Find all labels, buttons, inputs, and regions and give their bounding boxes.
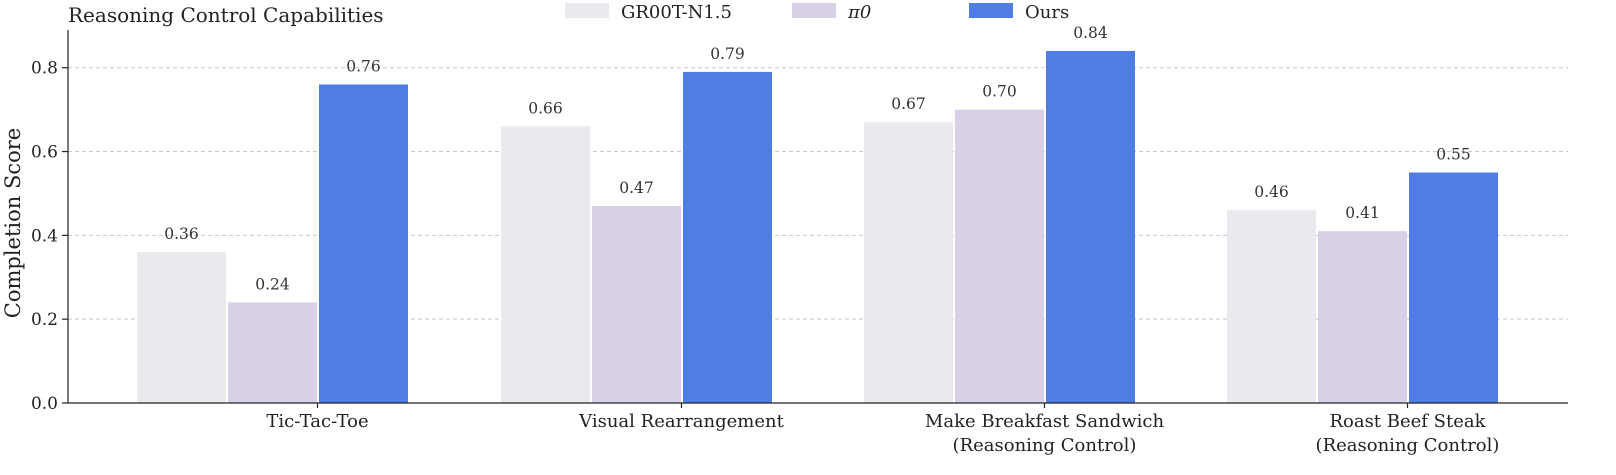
- bar: [501, 126, 590, 404]
- legend-label: π0: [847, 2, 871, 23]
- legend-swatch: [969, 3, 1013, 18]
- bar-value-label: 0.70: [982, 83, 1017, 101]
- bar: [1318, 231, 1407, 403]
- bar-value-label: 0.46: [1254, 183, 1289, 201]
- bar: [1046, 50, 1135, 404]
- x-tick-label: (Reasoning Control): [1316, 435, 1500, 456]
- legend-label: Ours: [1025, 2, 1069, 23]
- x-tick-label: Roast Beef Steak: [1329, 411, 1486, 432]
- x-tick-label: Make Breakfast Sandwich: [925, 411, 1165, 432]
- bar-value-label: 0.24: [255, 275, 290, 293]
- bar-value-label: 0.67: [891, 95, 926, 113]
- bar: [683, 71, 772, 404]
- y-tick-label: 0.2: [31, 310, 58, 330]
- bar-value-label: 0.79: [710, 45, 745, 63]
- bar: [1409, 172, 1498, 403]
- chart-title: Reasoning Control Capabilities: [68, 3, 384, 27]
- y-tick-label: 0.4: [31, 226, 58, 246]
- x-tick-labels: Tic-Tac-Toe Visual Rearrangement Make Brea…: [266, 403, 1499, 456]
- y-axis-label: Completion Score: [1, 128, 25, 318]
- bar-value-label: 0.41: [1345, 204, 1380, 222]
- bar: [319, 84, 408, 403]
- y-ticks: 0.0 0.2 0.4 0.6 0.8: [31, 59, 68, 414]
- y-tick-label: 0.6: [31, 143, 58, 163]
- y-tick-label: 0.0: [31, 394, 58, 414]
- bar: [592, 206, 681, 403]
- x-tick-label: Visual Rearrangement: [578, 411, 784, 432]
- bar-value-label: 0.76: [346, 57, 381, 75]
- bar-value-label: 0.55: [1436, 145, 1471, 163]
- legend: GR00T-N1.5 π0 Ours: [565, 2, 1069, 23]
- x-tick-label: (Reasoning Control): [953, 435, 1137, 456]
- bar: [955, 109, 1044, 403]
- bar-value-label: 0.66: [528, 99, 563, 117]
- bar: [137, 252, 226, 403]
- x-tick-label: Tic-Tac-Toe: [266, 411, 368, 432]
- bars: [137, 50, 1498, 404]
- legend-swatch: [565, 3, 609, 18]
- y-tick-label: 0.8: [31, 59, 58, 79]
- bar-value-label: 0.84: [1073, 24, 1108, 42]
- bar: [864, 122, 953, 404]
- bar: [1227, 210, 1316, 403]
- bar: [228, 302, 317, 403]
- value-labels: 0.36 0.24 0.76 0.66 0.47 0.79 0.67 0.70 0.84 0.46…: [164, 24, 1471, 293]
- legend-label: GR00T-N1.5: [621, 2, 732, 23]
- bar-value-label: 0.36: [164, 225, 199, 243]
- legend-swatch: [792, 3, 836, 18]
- bar-value-label: 0.47: [619, 179, 654, 197]
